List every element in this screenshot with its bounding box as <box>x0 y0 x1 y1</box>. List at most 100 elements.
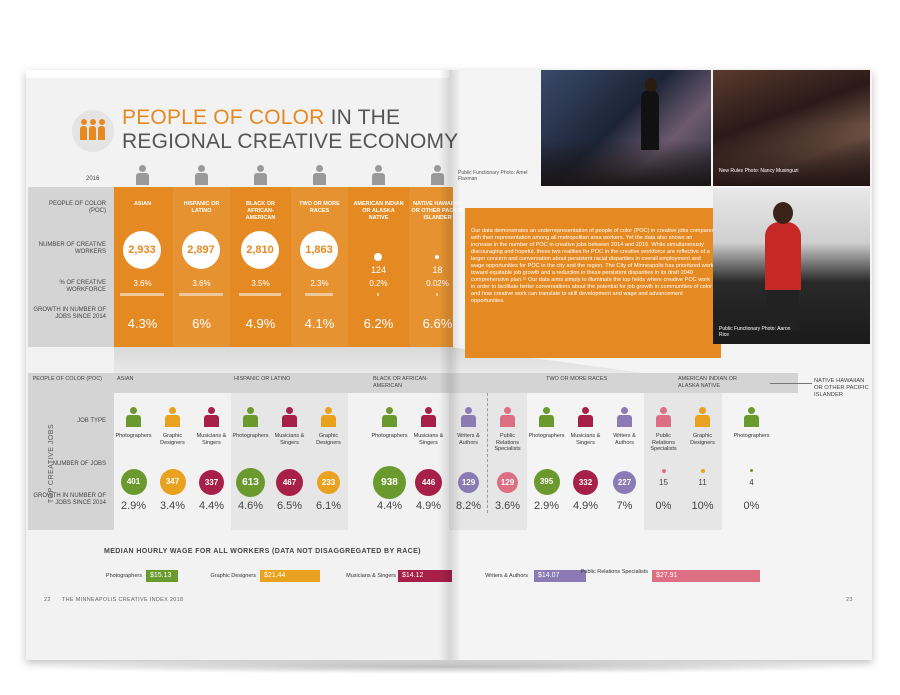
job-type-label: Photographers <box>115 433 152 439</box>
row-label-pct: % OF CREATIVE WORKFORCE <box>59 280 106 293</box>
right-paragraph: Our data demonstrates an underrepresenta… <box>471 228 715 304</box>
job-type-label: Public Relations Specialists <box>650 433 677 452</box>
pct-bar <box>120 293 164 296</box>
group-header-asian: ASIAN <box>117 376 134 382</box>
jobs-row-labels: JOB TYPE NUMBER OF JOBS GROWTH IN NUMBER… <box>28 393 114 530</box>
page-shadow <box>30 660 870 674</box>
brochure-spread: PEOPLE OF COLOR IN THE REGIONAL CREATIVE… <box>26 70 872 660</box>
jobs-count-circle: 395 <box>533 469 560 495</box>
job-type-label: Musicians & Singers <box>196 433 227 446</box>
growth-value: 6% <box>192 316 211 331</box>
job-type-label: Musicians & Singers <box>570 433 601 446</box>
person-icon <box>461 407 476 429</box>
photo-speaker <box>713 188 870 344</box>
jobs-growth-value: 0% <box>743 500 760 512</box>
job-type-label: Photographers <box>528 433 565 439</box>
wage-bar: $14.07 <box>534 570 586 582</box>
jobs-growth-value: 7% <box>616 500 633 512</box>
job-column: Public Relations Specialists 15 0% <box>644 393 683 530</box>
job-column: Photographers 395 2.9% <box>527 393 566 530</box>
row-label-num-jobs: NUMBER OF JOBS <box>52 461 106 467</box>
wage-bar: $27.91 <box>652 570 760 582</box>
title-line-2: REGIONAL CREATIVE ECONOMY <box>122 130 459 153</box>
group-header-amind: AMERICAN INDIAN OR ALASKA NATIVE <box>678 376 737 389</box>
job-column: Graphic Designers 233 6.1% <box>309 393 348 530</box>
wage-bar: $21.44 <box>260 570 320 582</box>
jobs-growth-value: 6.5% <box>276 500 303 512</box>
job-column: Writers & Authors 129 8.2% <box>449 393 488 530</box>
page-title: PEOPLE OF COLOR IN THE REGIONAL CREATIVE… <box>122 106 458 154</box>
workers-value: 18 <box>432 265 443 275</box>
right-top-area: Public Functionary Photo: Amel Flaxman N… <box>457 70 872 370</box>
person-icon <box>372 165 385 185</box>
workers-circle <box>374 253 382 261</box>
group-name: TWO OR MORE RACES <box>299 201 340 214</box>
job-column: Writers & Authors 227 7% <box>605 393 644 530</box>
person-icon <box>282 407 297 429</box>
jobs-count-circle: 332 <box>573 469 598 495</box>
pct-bar <box>436 293 438 296</box>
jobs-count-circle: 467 <box>276 468 303 496</box>
jobs-count-circle: 613 <box>236 467 265 497</box>
pct-bar <box>304 293 334 296</box>
job-column: Musicians & Singers 446 4.9% <box>409 393 448 530</box>
group-header-hispanic: HISPANIC OR LATINO <box>234 376 291 382</box>
jobs-count-circle: 337 <box>199 469 224 495</box>
photo-event-2 <box>713 70 870 186</box>
row-label-growth: GROWTH IN NUMBER OF JOBS SINCE 2014 <box>33 307 106 320</box>
job-type-label: Photographers <box>733 433 770 439</box>
growth-value: 6.2% <box>363 316 394 331</box>
pct-bar <box>238 293 282 296</box>
jobs-growth-value: 4.9% <box>415 500 442 512</box>
jobs-growth-value: 2.9% <box>533 500 560 512</box>
group-column: TWO OR MORE RACES 1,863 2.3% 4.1% <box>291 165 348 347</box>
native-leader-line <box>770 383 812 384</box>
jobs-poc-label: PEOPLE OF COLOR (POC) <box>32 376 102 382</box>
person-icon <box>695 407 710 429</box>
job-type-label: Musicians & Singers <box>413 433 444 446</box>
jobs-growth-value: 4.9% <box>572 500 599 512</box>
title-highlight: PEOPLE OF COLOR <box>122 106 325 129</box>
person-icon <box>136 165 149 185</box>
job-type-label: Public Relations Specialists <box>494 433 521 452</box>
job-column: Musicians & Singers 337 4.4% <box>192 393 231 530</box>
group-column: AMERICAN INDIAN OR ALASKA NATIVE 124 0.2% 6… <box>350 165 407 347</box>
people-group-icon <box>72 110 114 152</box>
book-gutter <box>439 70 461 660</box>
jobs-growth-value: 10% <box>691 500 714 512</box>
job-type-label: Graphic Designers <box>160 433 185 446</box>
job-type-label: Writers & Authors <box>613 433 636 446</box>
jobs-count-value: 15 <box>659 478 668 487</box>
job-type-label: Writers & Authors <box>457 433 480 446</box>
growth-value: 4.3% <box>127 316 158 331</box>
growth-value: 4.1% <box>304 316 335 331</box>
person-icon <box>617 407 632 429</box>
jobs-count-circle: 129 <box>458 471 479 493</box>
jobs-count-circle: 129 <box>497 471 518 493</box>
wage-bar: $14.12 <box>398 570 452 582</box>
person-icon <box>500 407 515 429</box>
jobs-growth-value: 6.1% <box>315 500 342 512</box>
job-column: Musicians & Singers 332 4.9% <box>566 393 605 530</box>
year-label: 2016 <box>86 176 100 182</box>
pct-value: 0.02% <box>426 279 449 288</box>
left-page-number: 22 <box>44 597 51 603</box>
pct-value: 2.3% <box>310 279 329 288</box>
jobs-growth-value: 4.4% <box>376 500 403 512</box>
jobs-count-circle: 347 <box>159 469 186 495</box>
job-column: Graphic Designers 347 3.4% <box>153 393 192 530</box>
right-page-number: 23 <box>846 597 853 603</box>
jobs-count-circle: 233 <box>317 470 340 494</box>
person-icon <box>421 407 436 429</box>
growth-value: 6.6% <box>422 316 453 331</box>
summary-row-labels: PEOPLE OF COLOR (POC) NUMBER OF CREATIVE… <box>28 187 114 347</box>
workers-circle: 2,810 <box>241 231 279 269</box>
jobs-count-value: 11 <box>698 478 707 487</box>
job-column: Photographers 613 4.6% <box>231 393 270 530</box>
group-column: HISPANIC OR LATINO 2,897 3.6% 6% <box>173 165 230 347</box>
person-icon <box>243 407 258 429</box>
person-icon <box>382 407 397 429</box>
job-column: Public Relations Specialists 129 3.6% <box>488 393 527 530</box>
jobs-count-dot <box>661 469 666 473</box>
pct-value: 3.5% <box>251 279 270 288</box>
